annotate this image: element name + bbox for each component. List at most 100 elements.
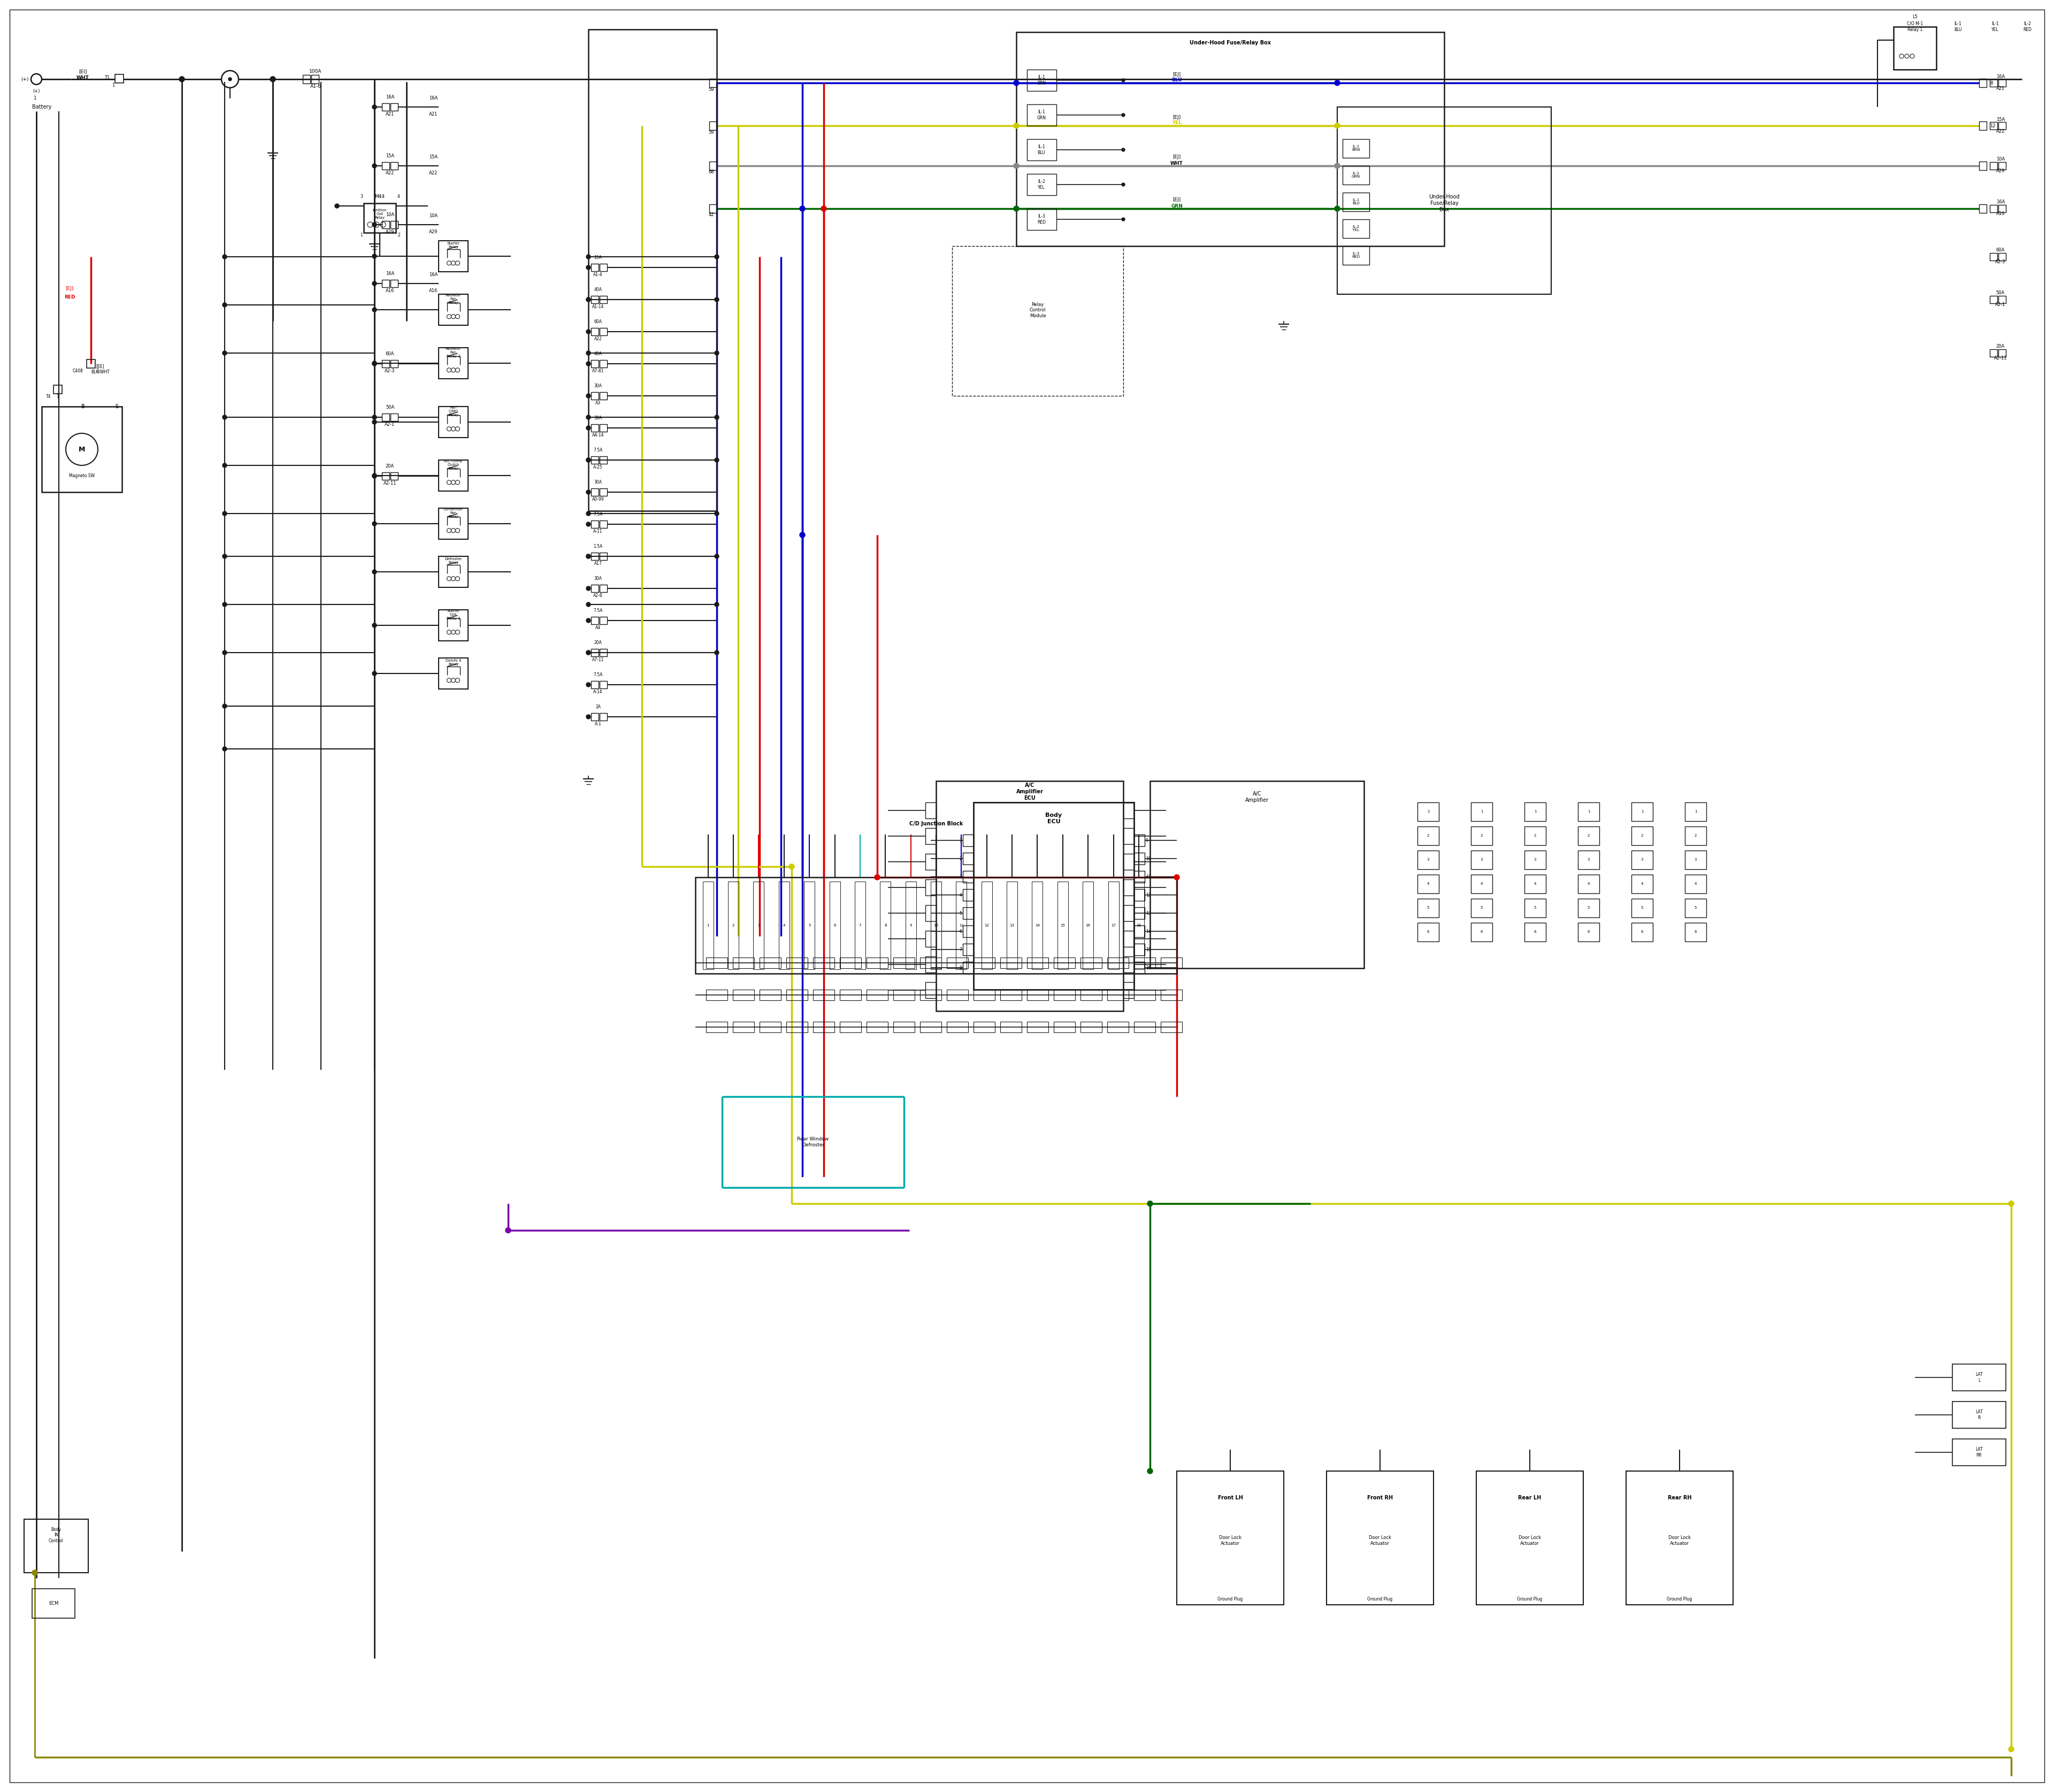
Bar <box>955 882 967 969</box>
Bar <box>1999 204 2007 213</box>
Bar <box>1107 989 1128 1000</box>
Text: 4: 4 <box>959 892 961 898</box>
Text: 13: 13 <box>1146 910 1150 916</box>
Bar <box>1124 853 1134 869</box>
Bar <box>1124 905 1134 921</box>
Circle shape <box>372 416 376 419</box>
Bar <box>1054 957 1074 968</box>
Text: 4: 4 <box>1428 882 1430 885</box>
Bar <box>963 871 974 883</box>
Bar <box>1980 79 1986 88</box>
Text: 5: 5 <box>1534 907 1536 909</box>
Bar <box>600 296 608 303</box>
Text: A2-3: A2-3 <box>384 369 394 375</box>
Bar <box>592 457 598 464</box>
Text: 5: 5 <box>1588 907 1590 909</box>
Bar <box>953 246 1124 396</box>
Bar <box>25 1520 88 1573</box>
Bar <box>733 1021 754 1032</box>
Text: C408: C408 <box>72 369 82 373</box>
Text: 4: 4 <box>1588 882 1590 885</box>
Bar <box>760 957 781 968</box>
Text: 5: 5 <box>1481 907 1483 909</box>
Circle shape <box>585 554 592 559</box>
Text: 11: 11 <box>1146 874 1150 880</box>
Circle shape <box>33 1570 37 1575</box>
Text: 12: 12 <box>1990 124 1994 127</box>
Text: 4: 4 <box>783 925 785 926</box>
Circle shape <box>715 650 719 654</box>
Bar <box>600 360 608 367</box>
Text: 9: 9 <box>1146 839 1148 842</box>
Text: 2: 2 <box>396 233 401 238</box>
Text: 1: 1 <box>1534 810 1536 814</box>
Text: 5: 5 <box>807 925 811 926</box>
Circle shape <box>585 297 592 301</box>
Bar <box>1027 140 1056 161</box>
Bar <box>867 1021 887 1032</box>
Bar <box>920 989 941 1000</box>
Circle shape <box>1013 206 1019 211</box>
Bar <box>1684 923 1707 941</box>
Text: 1.5A: 1.5A <box>594 545 602 548</box>
Text: Magneto SW: Magneto SW <box>70 473 94 478</box>
Bar <box>926 803 937 819</box>
Text: 15A: 15A <box>429 154 438 159</box>
Text: A2-11: A2-11 <box>1994 357 2007 360</box>
Text: 3: 3 <box>1428 858 1430 862</box>
Bar <box>592 649 598 656</box>
Bar <box>707 989 727 1000</box>
Text: A3: A3 <box>596 401 600 405</box>
Text: 10A: 10A <box>1996 158 2005 161</box>
Bar <box>1471 803 1493 821</box>
Bar <box>1524 851 1547 869</box>
Bar <box>1990 79 1996 86</box>
Bar <box>974 989 994 1000</box>
Text: Door Lock
Actuator: Door Lock Actuator <box>1518 1536 1540 1546</box>
Text: 3: 3 <box>758 925 760 926</box>
Bar <box>1684 803 1707 821</box>
Text: 6: 6 <box>834 925 836 926</box>
Text: B: B <box>82 403 84 409</box>
Text: 1: 1 <box>707 925 709 926</box>
Bar <box>1999 349 2007 357</box>
Bar <box>1631 851 1653 869</box>
Bar <box>592 425 598 432</box>
Bar <box>696 878 1177 973</box>
Text: A2-1: A2-1 <box>1994 303 2005 306</box>
Bar <box>600 392 608 400</box>
Text: 16A: 16A <box>386 271 394 276</box>
Bar <box>440 407 468 437</box>
Text: A/C Comp
Clutch
Relay: A/C Comp Clutch Relay <box>444 459 462 470</box>
Bar <box>592 392 598 400</box>
Bar <box>1124 957 1134 973</box>
Text: Rear LH: Rear LH <box>1518 1495 1540 1500</box>
Bar <box>390 220 398 228</box>
Circle shape <box>1335 81 1339 86</box>
Text: A29: A29 <box>386 229 394 235</box>
Text: Starter
Coil
Relay 1: Starter Coil Relay 1 <box>446 609 460 620</box>
Text: Front RH: Front RH <box>1368 1495 1393 1500</box>
Bar <box>963 835 974 846</box>
Circle shape <box>585 602 592 607</box>
Text: 5: 5 <box>959 910 961 916</box>
Text: Ground Plug: Ground Plug <box>1668 1597 1692 1602</box>
Circle shape <box>799 206 805 211</box>
Bar <box>947 957 967 968</box>
Circle shape <box>179 77 185 82</box>
Text: 100A: 100A <box>310 70 322 73</box>
Text: Relay 1: Relay 1 <box>1908 27 1923 32</box>
Text: 16: 16 <box>1146 966 1150 969</box>
Bar <box>1134 989 1154 1000</box>
Text: 2: 2 <box>1534 833 1536 837</box>
Bar <box>1134 907 1144 919</box>
Text: 16A: 16A <box>1996 73 2005 79</box>
Circle shape <box>222 704 226 708</box>
Text: 1: 1 <box>1481 810 1483 814</box>
Text: 7: 7 <box>959 948 961 952</box>
Text: S: S <box>115 403 119 409</box>
Bar <box>33 1590 74 1618</box>
Text: 2A: 2A <box>596 704 600 710</box>
Text: Door Lock
Actuator: Door Lock Actuator <box>1218 1536 1241 1546</box>
Bar <box>1134 957 1154 968</box>
